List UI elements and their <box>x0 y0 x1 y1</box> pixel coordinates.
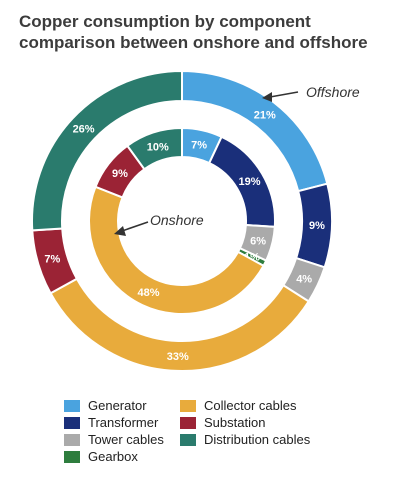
onshore-label-transformer: 19% <box>239 176 261 188</box>
legend-swatch <box>180 433 196 446</box>
legend-item-generator: Generator <box>64 398 147 413</box>
offshore-label-tower-cables: 4% <box>296 273 312 285</box>
onshore-arrowhead <box>114 226 126 236</box>
legend-label: Transformer <box>88 415 159 430</box>
legend-label: Substation <box>204 415 266 430</box>
legend-swatch <box>64 416 80 429</box>
legend-swatch <box>180 416 196 429</box>
onshore-label-substation: 9% <box>112 168 128 180</box>
onshore-annotation: Onshore <box>150 212 204 228</box>
chart-title-line-2: comparison between onshore and offshore <box>19 33 368 52</box>
legend-item-substation: Substation <box>180 415 265 430</box>
offshore-label-generator: 21% <box>254 109 276 121</box>
donut-chart: 21%9%4%33%7%26% 7%19%6%1%48%9%10% <box>31 69 333 372</box>
offshore-ring: 21% 9% 4% 33% 7% 26% <box>31 69 333 372</box>
offshore-arrow-line <box>269 91 299 98</box>
onshore-label-tower-cables: 6% <box>250 236 266 248</box>
legend-label: Gearbox <box>88 449 138 464</box>
onshore-arrow-line <box>121 221 149 232</box>
legend-swatch <box>64 450 80 463</box>
chart-title: Copper consumption by component comparis… <box>19 11 389 53</box>
onshore-label-distribution-cables: 10% <box>147 141 169 153</box>
onshore-label-collector-cables: 48% <box>138 287 160 299</box>
legend-label: Distribution cables <box>204 432 311 447</box>
offshore-label-transformer: 9% <box>309 220 325 232</box>
legend-item-gearbox: Gearbox <box>64 449 138 464</box>
onshore-label-generator: 7% <box>191 139 207 151</box>
offshore-annotation: Offshore <box>306 84 360 100</box>
onshore-slice-collector-cables <box>88 185 265 315</box>
offshore-slice-distribution-cables <box>31 69 183 232</box>
offshore-label-substation: 7% <box>44 254 60 266</box>
offshore-arrowhead <box>262 92 272 102</box>
legend-item-transformer: Transformer <box>64 415 158 430</box>
annotation-arrows <box>114 91 299 236</box>
legend-label: Collector cables <box>204 398 297 413</box>
legend-item-distribution-cables: Distribution cables <box>180 432 310 447</box>
legend-swatch <box>64 399 80 412</box>
legend-swatch <box>180 399 196 412</box>
chart-title-line-1: Copper consumption by component <box>19 12 311 31</box>
legend-swatch <box>64 433 80 446</box>
legend-label: Tower cables <box>88 432 164 447</box>
onshore-ring: 7%19%6%1%48%9%10% <box>88 126 276 315</box>
legend-item-tower-cables: Tower cables <box>64 432 164 447</box>
legend-item-collector-cables: Collector cables <box>180 398 297 413</box>
onshore-slice-distribution-cables <box>125 126 183 171</box>
offshore-label-collector-cables: 33% <box>167 351 189 363</box>
legend-label: Generator <box>88 398 147 413</box>
offshore-label-distribution-cables: 26% <box>73 124 95 136</box>
